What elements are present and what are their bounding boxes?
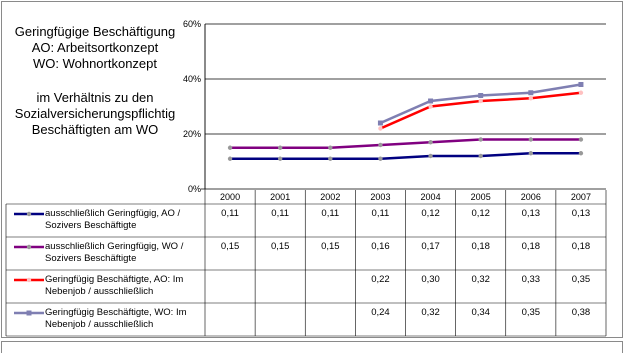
legend-key-marker xyxy=(26,277,32,283)
data-label: 0,13 xyxy=(571,208,591,219)
legend-key-marker xyxy=(26,310,32,316)
data-label: 0,15 xyxy=(321,241,340,252)
data-label: 0,32 xyxy=(421,307,440,318)
legend-series-name: ausschließlich Geringfügig, WO / Soziver… xyxy=(45,241,184,264)
data-point xyxy=(478,153,483,159)
data-point xyxy=(428,153,433,159)
data-point xyxy=(227,156,233,161)
chart-note-ratio-1: im Verhältnis zu den xyxy=(36,90,154,105)
legend-key-marker xyxy=(26,211,32,217)
data-label: 0,17 xyxy=(421,241,440,252)
x-tick-label: 2001 xyxy=(270,192,290,202)
data-point xyxy=(378,156,383,161)
chart-note-ratio-3: Beschäftigten am WO xyxy=(31,122,159,137)
x-tick-label: 2000 xyxy=(220,192,240,202)
legend-series-name: Geringfügig Beschäftigte, WO: Im Nebenjo… xyxy=(45,307,187,330)
data-label: 0,18 xyxy=(471,241,490,252)
x-tick-label: 2005 xyxy=(471,192,491,202)
x-tick-label: 2002 xyxy=(320,192,340,202)
x-tick-label: 2004 xyxy=(421,192,441,202)
x-tick-label: 2003 xyxy=(370,192,390,202)
legend-series-name: Geringfügig Beschäftigte, AO: Im Nebenjo… xyxy=(45,274,184,297)
data-point xyxy=(328,156,333,161)
y-tick-label: 40% xyxy=(183,74,201,84)
data-point xyxy=(528,137,534,142)
data-point xyxy=(528,151,534,156)
data-point xyxy=(428,140,433,145)
data-label: 0,22 xyxy=(371,274,390,285)
data-label: 0,18 xyxy=(521,241,541,252)
data-label: 0,11 xyxy=(371,208,390,219)
series-line xyxy=(379,83,582,125)
data-label: 0,33 xyxy=(521,274,541,285)
data-point xyxy=(478,98,483,104)
data-point xyxy=(478,93,484,98)
data-point xyxy=(578,151,584,156)
data-point xyxy=(227,145,233,150)
data-label: 0,15 xyxy=(220,241,240,252)
lower-panel-edge xyxy=(1,341,623,353)
legend-series-name: ausschließlich Geringfügig, AO / Soziver… xyxy=(45,208,181,231)
series-line xyxy=(230,152,581,160)
data-label: 0,38 xyxy=(571,307,591,318)
data-point xyxy=(277,156,283,161)
data-label: 0,15 xyxy=(270,241,290,252)
data-point xyxy=(578,82,584,87)
x-tick-label: 2007 xyxy=(571,192,591,202)
chart-note-ratio-2: Sozialversicherungspflichtig xyxy=(14,106,176,121)
data-label: 0,32 xyxy=(471,274,490,285)
y-tick-label: 0% xyxy=(188,184,201,194)
data-label: 0,35 xyxy=(521,307,541,318)
data-label: 0,11 xyxy=(321,208,340,219)
data-point xyxy=(378,142,383,148)
chart-note-title: Geringfügige Beschäftigung xyxy=(14,24,176,39)
y-tick-label: 60% xyxy=(183,19,201,29)
data-label: 0,11 xyxy=(271,208,290,219)
data-point xyxy=(277,145,283,150)
data-point xyxy=(528,96,534,101)
data-point xyxy=(428,104,433,109)
series-line xyxy=(230,138,581,149)
data-label: 0,34 xyxy=(471,307,490,318)
chart-note-ao: AO: Arbeitsortkonzept xyxy=(31,40,159,55)
data-label: 0,30 xyxy=(421,274,440,285)
data-label: 0,12 xyxy=(421,208,440,219)
chart-note-wo: WO: Wohnortkonzept xyxy=(32,56,158,71)
data-point xyxy=(378,126,383,131)
data-label: 0,35 xyxy=(571,274,591,285)
chart-frame xyxy=(1,1,623,338)
data-point xyxy=(478,137,483,142)
data-label: 0,24 xyxy=(371,307,390,318)
data-point xyxy=(578,137,584,142)
data-point xyxy=(528,90,534,96)
y-tick-label: 20% xyxy=(183,129,201,139)
data-point xyxy=(578,90,584,95)
data-point xyxy=(328,145,333,150)
data-label: 0,12 xyxy=(471,208,490,219)
x-tick-label: 2006 xyxy=(521,192,541,202)
legend-key-marker xyxy=(26,244,32,250)
data-label: 0,16 xyxy=(371,241,390,252)
data-point xyxy=(428,98,434,104)
data-label: 0,13 xyxy=(521,208,541,219)
data-label: 0,11 xyxy=(221,208,239,219)
data-label: 0,18 xyxy=(571,241,591,252)
data-point xyxy=(377,120,383,126)
